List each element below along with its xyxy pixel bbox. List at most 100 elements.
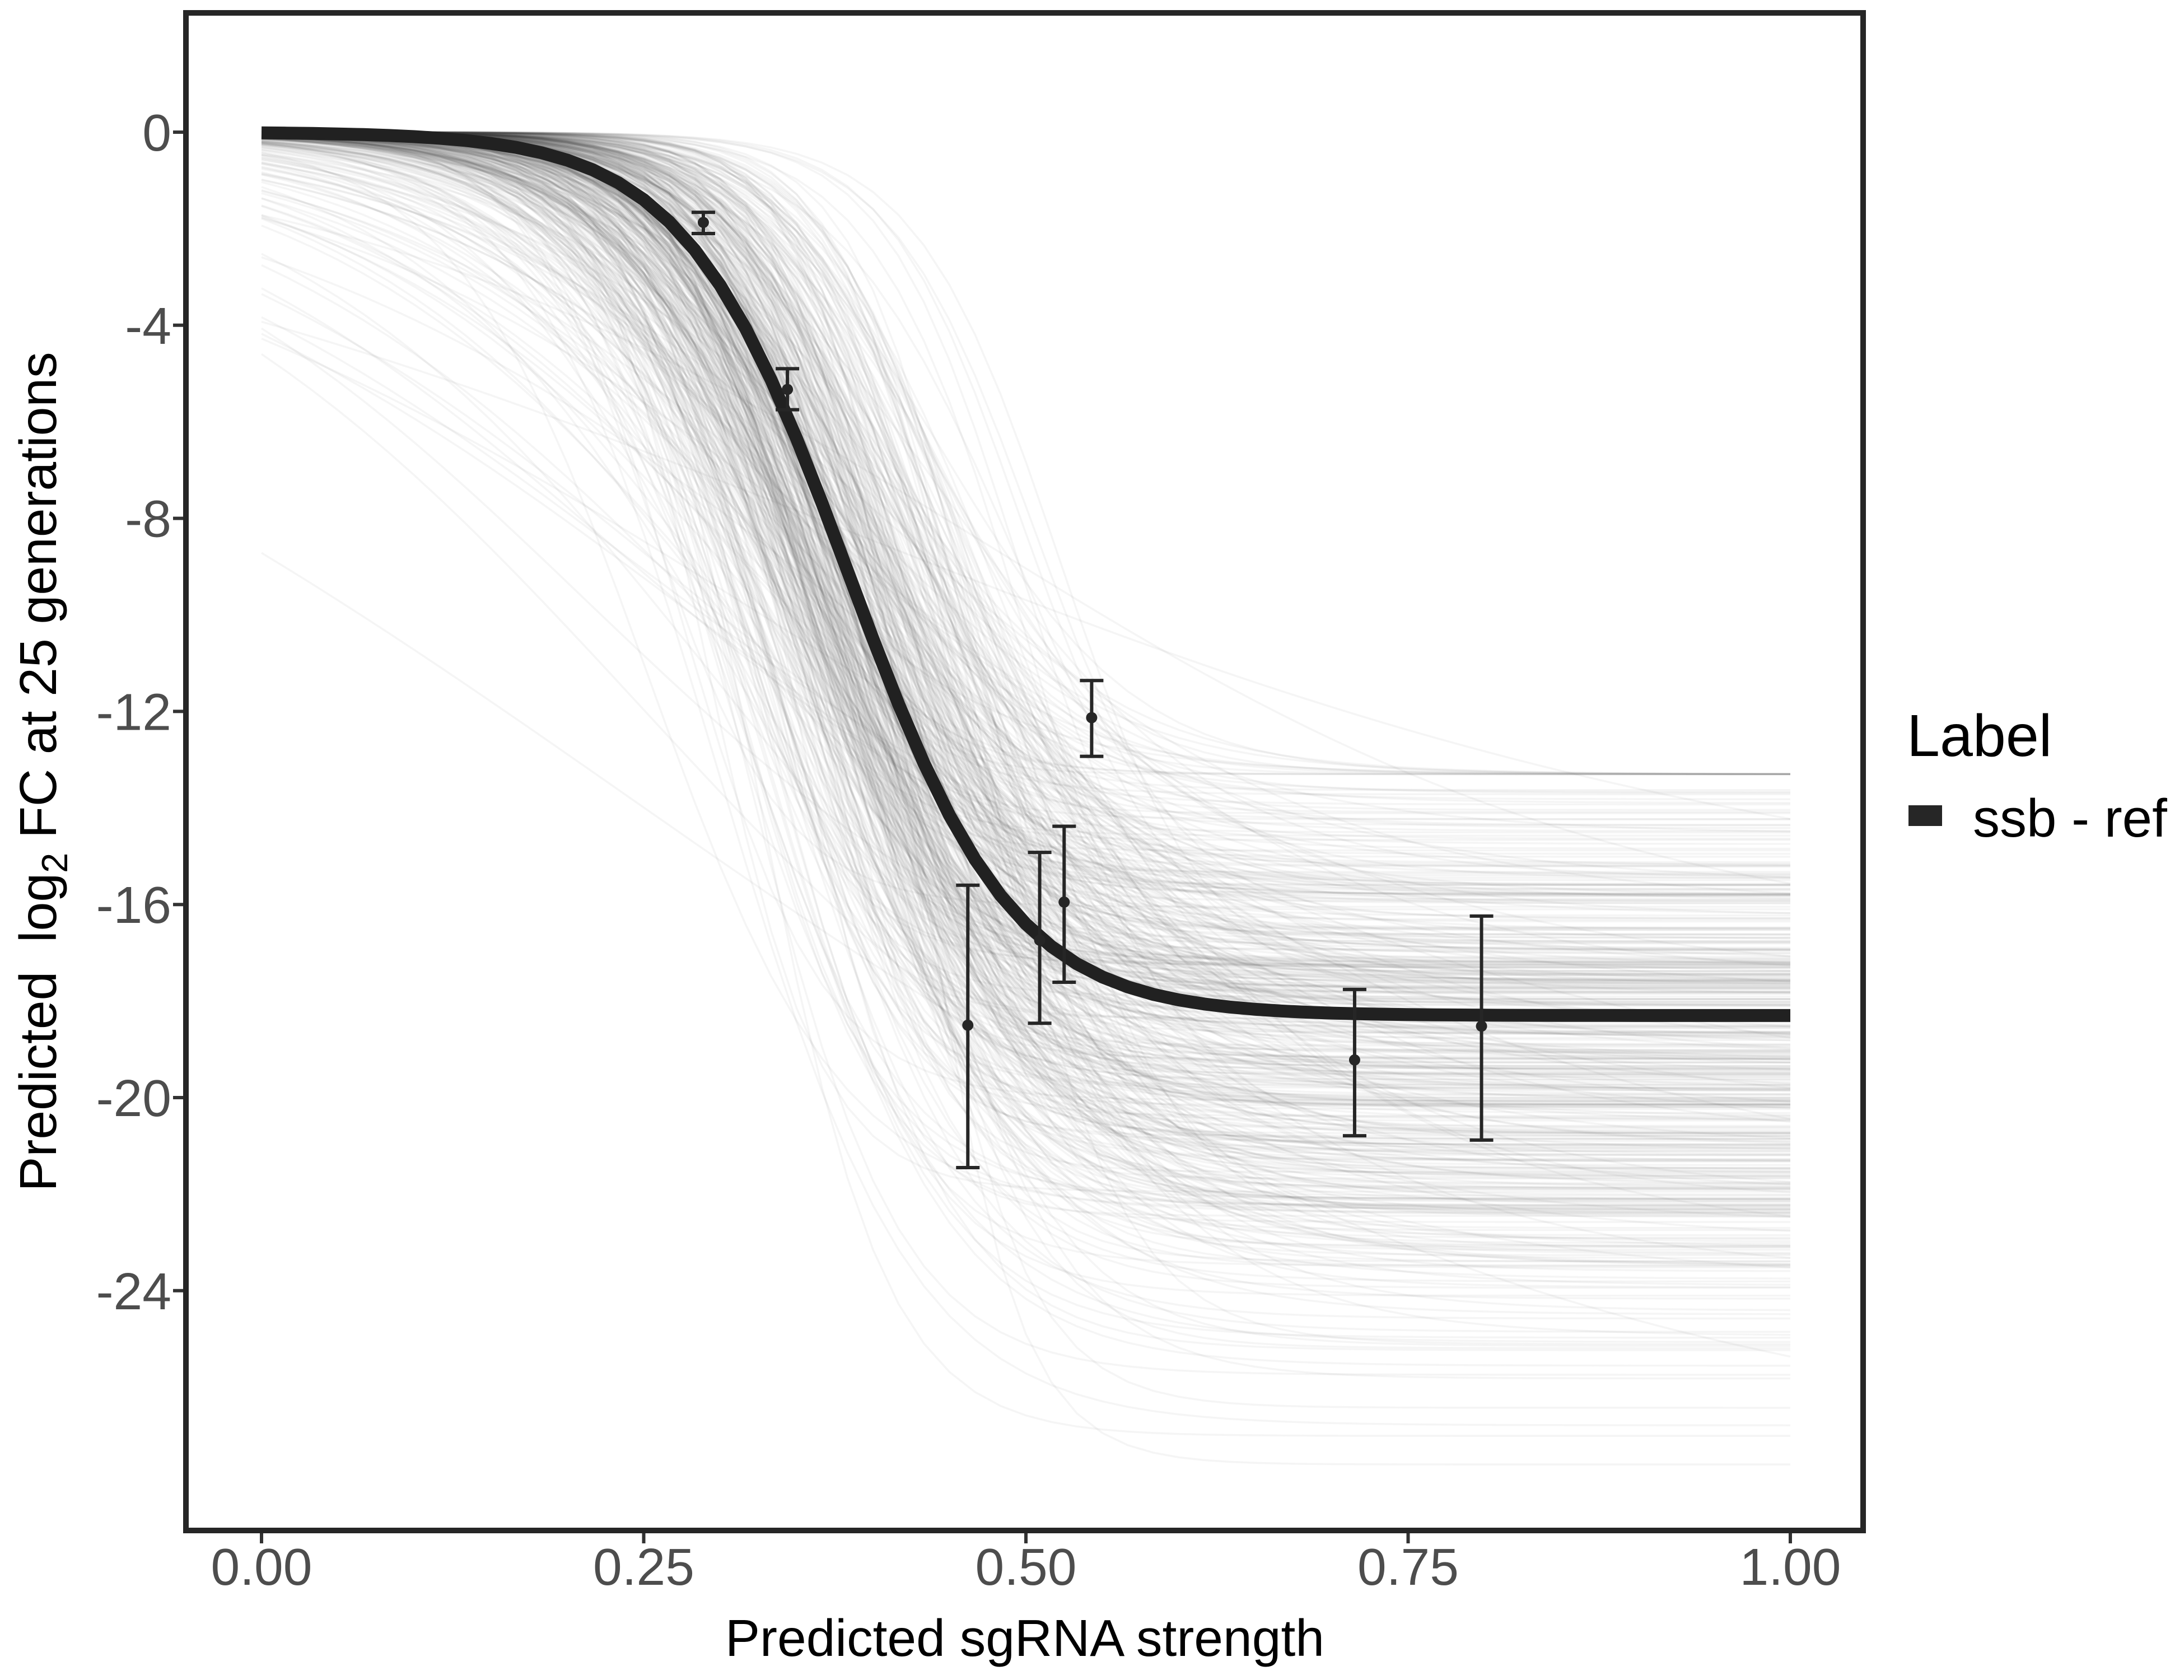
posterior-draw-curve bbox=[261, 131, 1790, 776]
posterior-draw-curve bbox=[261, 135, 1791, 905]
posterior-draw-curve bbox=[261, 131, 1790, 776]
posterior-draw-curve bbox=[261, 136, 1790, 793]
data-point bbox=[1080, 679, 1104, 758]
posterior-draw-curve bbox=[262, 131, 1790, 920]
posterior-draw-curve bbox=[261, 173, 1791, 981]
posterior-draw-curve bbox=[261, 131, 1790, 989]
posterior-draw-curve bbox=[261, 131, 1791, 1007]
x-axis: 0.00 0.25 0.50 0.75 1.00 bbox=[211, 1533, 1841, 1596]
posterior-draw-curve bbox=[261, 136, 1790, 993]
posterior-draw-curve bbox=[261, 162, 1791, 967]
x-axis-title: Predicted sgRNA strength bbox=[725, 1609, 1324, 1667]
posterior-draw-curve bbox=[261, 131, 1790, 894]
posterior-draw-curve bbox=[261, 131, 1790, 1060]
panel-border bbox=[183, 10, 1866, 1533]
posterior-draw-curve bbox=[261, 140, 1791, 1121]
posterior-draw-curve bbox=[261, 173, 1791, 895]
posterior-draw-curve bbox=[261, 141, 1790, 973]
posterior-draw-curve bbox=[262, 131, 1790, 1135]
posterior-draw-curve bbox=[262, 131, 1790, 1054]
posterior-draw-curve bbox=[261, 133, 1790, 1191]
point-dot bbox=[1058, 896, 1070, 908]
posterior-draw-curve bbox=[261, 131, 1790, 1229]
posterior-draw-curve bbox=[261, 162, 1791, 1090]
posterior-draw-curve bbox=[261, 134, 1790, 1108]
posterior-draw-curve bbox=[261, 137, 1791, 982]
posterior-draw-curve bbox=[261, 133, 1790, 896]
posterior-draw-curve bbox=[261, 131, 1790, 1034]
posterior-draw-curve bbox=[261, 132, 1790, 921]
posterior-draw-curve bbox=[261, 134, 1790, 898]
posterior-draw-curve bbox=[261, 133, 1791, 951]
posterior-draw-curve bbox=[261, 132, 1790, 1140]
posterior-draw-curve bbox=[261, 131, 1791, 903]
posterior-draw-curve bbox=[261, 131, 1790, 841]
posterior-draw-curve bbox=[262, 131, 1790, 1003]
posterior-draw-curve bbox=[261, 131, 1790, 980]
posterior-draw-curve bbox=[261, 131, 1790, 1067]
posterior-draw-curve bbox=[261, 135, 1790, 975]
y-tick-label: -8 bbox=[125, 490, 171, 548]
posterior-draw-curve bbox=[261, 135, 1790, 1041]
posterior-draw-curve bbox=[261, 132, 1790, 1142]
posterior-draw-curve bbox=[261, 132, 1790, 820]
posterior-draw-curve bbox=[261, 133, 1791, 951]
data-point bbox=[1052, 824, 1076, 984]
y-axis-title-subscript: 2 bbox=[34, 853, 75, 873]
posterior-draw-curve bbox=[262, 131, 1790, 1149]
posterior-draw-curve bbox=[261, 190, 1791, 879]
posterior-draw-curve bbox=[261, 214, 1791, 1140]
posterior-draw-curve bbox=[261, 133, 1790, 949]
posterior-draw-curve bbox=[261, 153, 1791, 1183]
posterior-draw-curve bbox=[262, 131, 1790, 1466]
posterior-draw-curve bbox=[262, 131, 1790, 972]
posterior-draw-curve bbox=[261, 131, 1791, 1133]
posterior-draw-curve bbox=[261, 134, 1790, 965]
posterior-draw-curve bbox=[261, 161, 1791, 1071]
posterior-draw-curve bbox=[261, 142, 1790, 964]
posterior-draw-curve bbox=[261, 133, 1790, 1223]
y-tick-label: -20 bbox=[96, 1069, 171, 1127]
data-point bbox=[1342, 987, 1366, 1138]
posterior-draw-curve bbox=[261, 132, 1790, 1208]
posterior-draw-curve bbox=[261, 132, 1790, 1351]
posterior-draw-curve bbox=[261, 132, 1791, 976]
posterior-draw-curve bbox=[261, 131, 1790, 973]
posterior-draw-curve bbox=[261, 131, 1790, 1409]
data-point bbox=[691, 211, 715, 236]
posterior-draw-curve bbox=[261, 131, 1790, 1247]
posterior-draw-curve bbox=[261, 137, 1791, 804]
posterior-draw-curve bbox=[262, 131, 1791, 1196]
posterior-draw-curve bbox=[261, 133, 1790, 936]
posterior-draw-curve bbox=[261, 132, 1790, 1118]
posterior-draw-curve bbox=[261, 132, 1790, 967]
posterior-draw-curve bbox=[261, 142, 1791, 972]
posterior-draw-curve bbox=[261, 320, 1791, 820]
posterior-draw-curve bbox=[261, 137, 1791, 994]
posterior-draw-curve bbox=[262, 131, 1790, 1173]
posterior-draw-curve bbox=[261, 142, 1790, 1070]
posterior-draw-curve bbox=[261, 132, 1790, 1193]
posterior-draw-curve bbox=[261, 132, 1791, 1103]
posterior-draw-curve bbox=[261, 138, 1791, 1173]
posterior-draw-curve bbox=[261, 316, 1791, 983]
posterior-draw-curve bbox=[261, 131, 1790, 1170]
posterior-draw-curve bbox=[261, 134, 1790, 1283]
posterior-draw-curve bbox=[261, 133, 1790, 1244]
posterior-draw-curve bbox=[261, 131, 1790, 923]
posterior-draw-curve bbox=[261, 131, 1790, 1060]
posterior-draw-curve bbox=[261, 131, 1790, 1064]
posterior-draw-curve bbox=[261, 143, 1791, 1266]
posterior-draw-curve bbox=[261, 131, 1790, 1169]
posterior-draw-curve bbox=[261, 131, 1790, 1107]
posterior-draw-curve bbox=[261, 144, 1791, 1280]
posterior-draw-curve bbox=[261, 142, 1791, 1186]
posterior-draw-curve bbox=[261, 132, 1790, 981]
posterior-draw-curve bbox=[261, 133, 1790, 1209]
posterior-draw-curve bbox=[261, 134, 1790, 1114]
posterior-draw-curve bbox=[261, 138, 1791, 1286]
posterior-draw-curve bbox=[261, 287, 1791, 957]
posterior-draw-curve bbox=[261, 131, 1790, 1263]
posterior-draw-curve bbox=[261, 186, 1791, 1247]
